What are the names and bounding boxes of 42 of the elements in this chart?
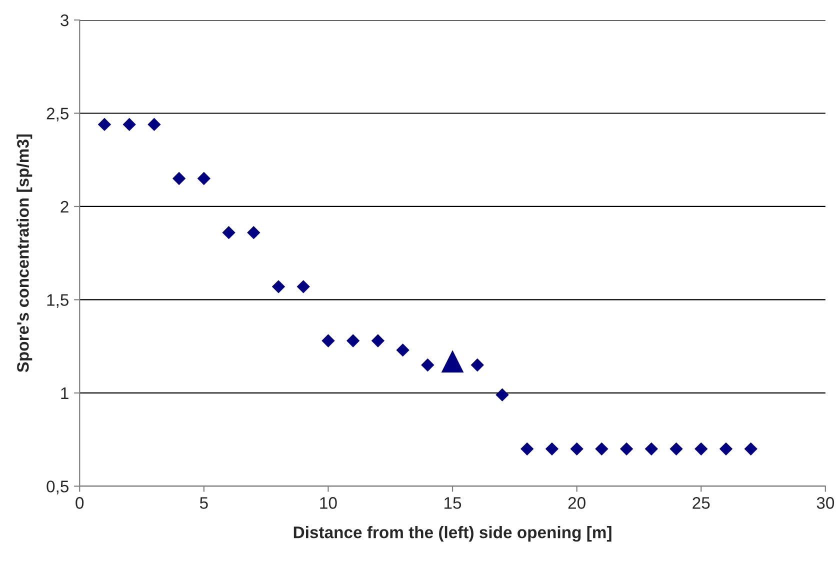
point bbox=[322, 334, 335, 348]
point bbox=[197, 172, 210, 186]
point bbox=[222, 226, 236, 240]
x-tick-label: 20 bbox=[568, 497, 586, 509]
point bbox=[396, 343, 410, 357]
point bbox=[520, 442, 534, 456]
point bbox=[247, 226, 260, 240]
point bbox=[346, 334, 360, 348]
point bbox=[545, 442, 559, 456]
x-tick-label: 15 bbox=[444, 497, 462, 509]
point bbox=[744, 442, 758, 456]
point bbox=[441, 350, 464, 372]
x-tick-label: 10 bbox=[320, 497, 337, 509]
point bbox=[570, 442, 584, 456]
point bbox=[644, 442, 658, 456]
point bbox=[421, 358, 434, 372]
point bbox=[595, 442, 608, 456]
x-tick-label: 25 bbox=[692, 497, 710, 509]
point bbox=[172, 172, 186, 186]
x-tick-label: 0 bbox=[76, 497, 84, 509]
y-tick-label: 3 bbox=[60, 14, 68, 26]
point bbox=[670, 442, 683, 456]
y-tick-label: 2,5 bbox=[46, 108, 68, 122]
point bbox=[296, 280, 310, 294]
x-axis-title: Distance from the (left) side opening [m] bbox=[294, 526, 612, 542]
point bbox=[371, 334, 385, 348]
y-tick-label: 0,5 bbox=[46, 480, 68, 494]
point bbox=[496, 388, 509, 402]
y-tick-label: 1,5 bbox=[47, 294, 68, 308]
point bbox=[148, 118, 161, 132]
x-tick-label: 5 bbox=[200, 497, 208, 509]
point bbox=[122, 118, 136, 132]
point bbox=[98, 118, 112, 132]
y-tick-label: 2 bbox=[60, 200, 68, 213]
point bbox=[719, 442, 733, 456]
y-axis-title: Spore's concentration [sp/m3] bbox=[16, 134, 32, 372]
x-tick-label: 30 bbox=[816, 497, 834, 509]
point bbox=[470, 358, 484, 372]
point bbox=[620, 442, 634, 456]
point bbox=[694, 442, 708, 456]
point bbox=[272, 280, 286, 294]
y-tick-label: 1 bbox=[61, 388, 68, 400]
